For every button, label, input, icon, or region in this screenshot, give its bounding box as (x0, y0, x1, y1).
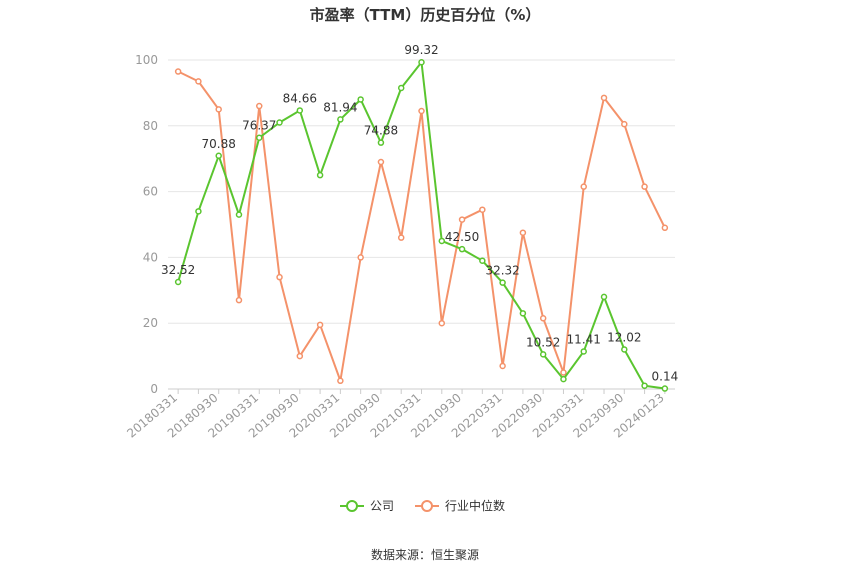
data-point (641, 183, 648, 190)
data-point (357, 96, 364, 103)
data-label: 32.32 (485, 264, 519, 278)
data-point (641, 382, 648, 389)
data-point (377, 158, 385, 166)
y-tick-label: 40 (143, 250, 158, 264)
chart-title: 市盈率（TTM）历史百分位（%） (310, 6, 541, 24)
legend-marker (421, 500, 433, 512)
data-point (316, 171, 324, 179)
source-text: 数据来源：恒生聚源 (371, 547, 479, 562)
data-label: 0.14 (652, 370, 679, 384)
data-label: 32.52 (161, 263, 195, 277)
data-point (276, 119, 283, 126)
data-label: 70.88 (202, 137, 236, 151)
data-point (499, 362, 506, 370)
y-tick-label: 80 (143, 119, 158, 133)
series-layer (174, 58, 669, 392)
data-point (215, 152, 222, 160)
data-point (661, 224, 669, 232)
data-point (519, 229, 527, 236)
y-tick-label: 100 (135, 53, 158, 67)
data-point (418, 58, 425, 66)
data-point (438, 237, 446, 245)
legend-marker (346, 500, 358, 512)
data-label: 42.50 (445, 230, 479, 244)
legend-label: 公司 (370, 499, 394, 513)
data-label: 11.41 (567, 332, 601, 346)
data-label: 74.88 (364, 124, 398, 138)
data-point (174, 278, 182, 286)
data-point (174, 68, 182, 75)
data-point (195, 208, 202, 215)
data-point (397, 84, 405, 92)
data-point (418, 107, 425, 115)
data-point (539, 351, 547, 358)
data-point (621, 346, 628, 353)
legend: 公司 行业中位数 (340, 498, 505, 513)
data-point (560, 369, 567, 376)
data-point (397, 234, 405, 241)
data-point (519, 310, 527, 317)
data-point (296, 352, 304, 360)
legend-item: 公司 (340, 499, 394, 513)
data-point (580, 348, 587, 355)
y-tick-label: 0 (150, 382, 158, 396)
data-point (499, 279, 506, 286)
data-point (479, 257, 486, 264)
axis-layer: 0204060801002018033120180930201903312019… (124, 53, 675, 441)
data-point (458, 245, 466, 253)
data-point (296, 107, 304, 114)
label-layer: 32.52 70.88 76.37 84.66 81.94 74.88 99.32 42.50… (161, 43, 678, 383)
data-point (377, 139, 385, 146)
data-point (195, 78, 202, 85)
data-point (215, 106, 222, 113)
data-label: 84.66 (283, 91, 317, 105)
data-point (235, 296, 243, 304)
data-point (276, 273, 283, 281)
y-tick-label: 60 (143, 185, 158, 199)
data-point (458, 216, 466, 223)
data-label: 76.37 (242, 119, 276, 133)
data-label: 99.32 (404, 43, 438, 57)
data-point (235, 211, 243, 218)
data-point (316, 321, 324, 329)
data-label: 10.52 (526, 335, 560, 349)
data-point (560, 375, 567, 383)
data-label: 12.02 (607, 330, 641, 344)
data-point (600, 94, 608, 102)
data-point (337, 116, 344, 123)
data-label: 81.94 (323, 100, 357, 114)
data-point (438, 319, 446, 327)
y-tick-label: 20 (143, 316, 158, 330)
legend-item: 行业中位数 (415, 498, 505, 513)
data-point (357, 254, 364, 261)
data-point (661, 385, 669, 392)
data-point (256, 134, 263, 141)
data-point (479, 206, 486, 213)
data-point (539, 315, 547, 322)
data-point (337, 377, 344, 385)
data-point (621, 120, 628, 128)
legend-label: 行业中位数 (445, 498, 505, 513)
data-point (600, 293, 608, 301)
data-point (256, 102, 263, 110)
data-point (580, 183, 587, 190)
